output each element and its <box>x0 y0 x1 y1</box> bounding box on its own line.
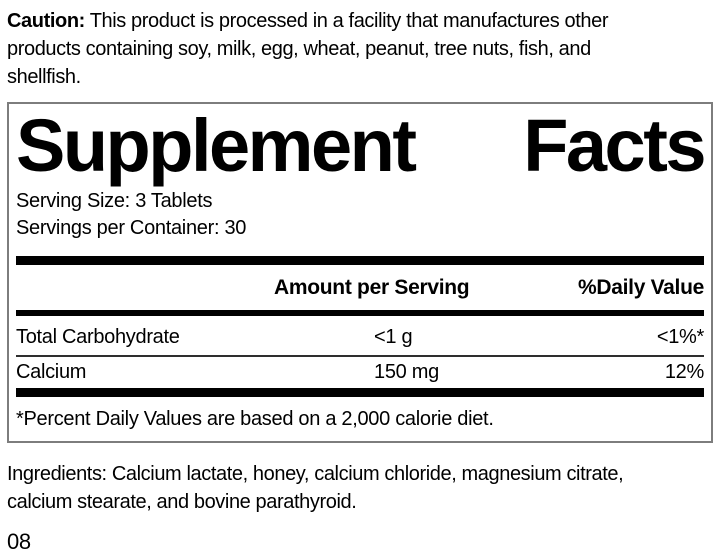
serving-size: Serving Size: 3 Tablets <box>16 190 213 212</box>
divider-bar-top <box>16 256 704 265</box>
daily-value-header: %Daily Value <box>578 275 704 299</box>
ingredients-line-2: calcium stearate, and bovine parathyroid… <box>7 491 357 513</box>
nutrient-daily-value: <1%* <box>656 325 704 348</box>
ingredients-line-1: Ingredients: Calcium lactate, honey, cal… <box>7 463 624 485</box>
table-row-calcium: Calcium 150 mg 12% <box>16 357 704 388</box>
amount-per-serving-header: Amount per Serving <box>274 275 470 299</box>
serving-info: Serving Size: 3 Tablets Servings per Con… <box>16 188 704 242</box>
supplement-facts-panel: Supplement Facts Serving Size: 3 Tablets… <box>7 102 713 443</box>
caution-line-2: products containing soy, milk, egg, whea… <box>7 38 591 60</box>
caution-paragraph: Caution: This product is processed in a … <box>7 7 713 91</box>
ingredients-paragraph: Ingredients: Calcium lactate, honey, cal… <box>7 460 713 516</box>
caution-line-1-text: This product is processed in a facility … <box>89 10 609 32</box>
servings-per-container: Servings per Container: 30 <box>16 217 247 239</box>
panel-title: Supplement Facts <box>16 104 704 188</box>
nutrient-amount: 150 mg <box>374 361 439 383</box>
nutrient-name: Total Carbohydrate <box>16 325 180 348</box>
nutrient-name: Calcium <box>16 361 87 383</box>
nutrient-daily-value: 12% <box>664 361 704 383</box>
panel-title-word2: Facts <box>523 104 704 187</box>
divider-bar-under-header <box>16 310 704 316</box>
product-code: 08 <box>7 529 31 554</box>
caution-line-1: Caution: This product is processed in a … <box>7 7 713 35</box>
table-row-total-carbohydrate: Total Carbohydrate <1 g <1%* <box>16 316 704 355</box>
divider-bar-bottom <box>16 388 704 397</box>
caution-line-3: shellfish. <box>7 66 81 88</box>
panel-title-word1: Supplement <box>16 104 417 187</box>
daily-value-footnote: *Percent Daily Values are based on a 2,0… <box>16 408 494 430</box>
row-separator <box>16 355 704 357</box>
column-header-row: Amount per Serving %Daily Value <box>16 265 704 310</box>
caution-label: Caution: <box>7 10 85 32</box>
nutrient-amount: <1 g <box>374 325 413 348</box>
